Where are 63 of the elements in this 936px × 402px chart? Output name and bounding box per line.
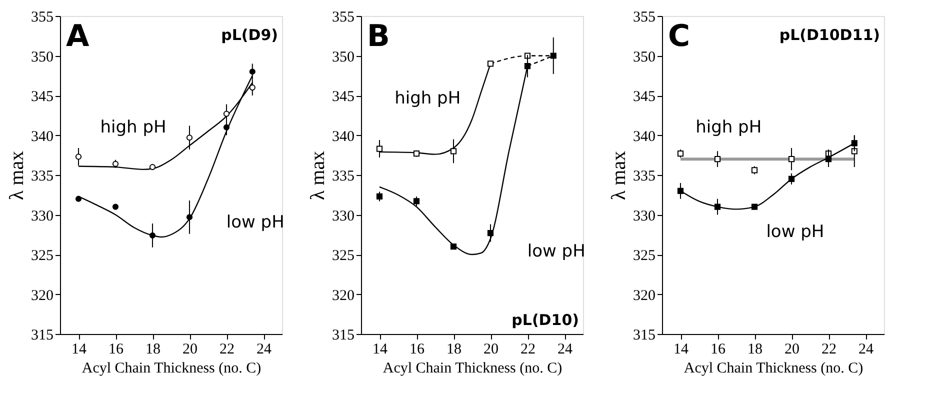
text: pL(D10D11) <box>779 26 880 44</box>
x-tick-label: 22 <box>822 342 836 358</box>
x-tick-label: 16 <box>410 342 425 358</box>
x-tick-label: 16 <box>710 342 726 358</box>
y-tick-label: 325 <box>633 248 656 264</box>
x-axis-title: Acyl Chain Thickness (no. C) <box>684 360 864 376</box>
x-tick-label: 20 <box>484 342 498 358</box>
x-tick-label: 18 <box>748 342 762 358</box>
y-tick-label: 320 <box>332 288 354 304</box>
x-tick-label: 14 <box>72 342 87 358</box>
y-tick-label: 345 <box>332 89 354 105</box>
x-tick-label: 22 <box>220 342 234 358</box>
chart-title: A <box>66 19 90 54</box>
x-tick-label: 14 <box>674 342 689 358</box>
x-axis-title: Acyl Chain Thickness (no. C) <box>382 360 562 376</box>
x-tick-label: 24 <box>256 342 272 358</box>
y-tick-label: 355 <box>31 10 54 26</box>
y-tick-label: 335 <box>31 168 54 184</box>
y-tick-label: 335 <box>633 168 656 184</box>
x-tick-label: 18 <box>146 342 160 358</box>
chart-title: B <box>367 19 390 54</box>
annotation: high pH <box>100 117 166 138</box>
y-tick-label: 330 <box>332 208 354 224</box>
y-tick-label: 350 <box>31 49 54 66</box>
y-axis-title: λ max <box>307 150 329 200</box>
y-tick-label: 340 <box>31 128 54 145</box>
y-tick-label: 340 <box>332 128 354 145</box>
y-tick-label: 345 <box>633 89 656 105</box>
x-tick-label: 24 <box>558 342 573 358</box>
y-tick-label: 345 <box>31 89 54 105</box>
y-tick-label: 325 <box>31 248 54 264</box>
x-tick-label: 20 <box>784 342 800 358</box>
x-tick-label: 16 <box>108 342 124 358</box>
y-tick-label: 340 <box>633 128 656 145</box>
y-tick-label: 320 <box>31 288 54 304</box>
annotation: low pH <box>527 241 586 262</box>
y-tick-label: 320 <box>633 288 656 304</box>
y-axis-title: λ max <box>6 150 28 200</box>
y-tick-label: 330 <box>633 208 656 224</box>
annotation: high pH <box>394 88 461 109</box>
annotation: low pH <box>226 212 284 233</box>
annotation: high pH <box>696 117 762 138</box>
y-tick-label: 315 <box>332 328 354 344</box>
y-tick-label: 355 <box>332 10 354 26</box>
x-tick-label: 20 <box>182 342 198 358</box>
x-tick-label: 22 <box>520 342 536 358</box>
x-tick-label: 18 <box>446 342 462 358</box>
x-axis-title: Acyl Chain Thickness (no. C) <box>82 360 262 376</box>
text: pL(D9) <box>221 26 278 44</box>
text: pL(D10) <box>512 311 579 329</box>
y-tick-label: 330 <box>31 208 54 224</box>
y-axis-title: λ max <box>608 150 630 200</box>
x-tick-label: 14 <box>372 342 388 358</box>
annotation: low pH <box>766 222 824 242</box>
y-tick-label: 315 <box>31 328 54 344</box>
y-tick-label: 350 <box>332 49 354 66</box>
chart-title: C <box>668 19 690 54</box>
y-tick-label: 315 <box>633 328 656 344</box>
y-tick-label: 350 <box>633 49 656 66</box>
x-tick-label: 24 <box>858 342 874 358</box>
y-tick-label: 335 <box>332 168 354 184</box>
y-tick-label: 325 <box>332 248 354 264</box>
y-tick-label: 355 <box>633 10 656 26</box>
